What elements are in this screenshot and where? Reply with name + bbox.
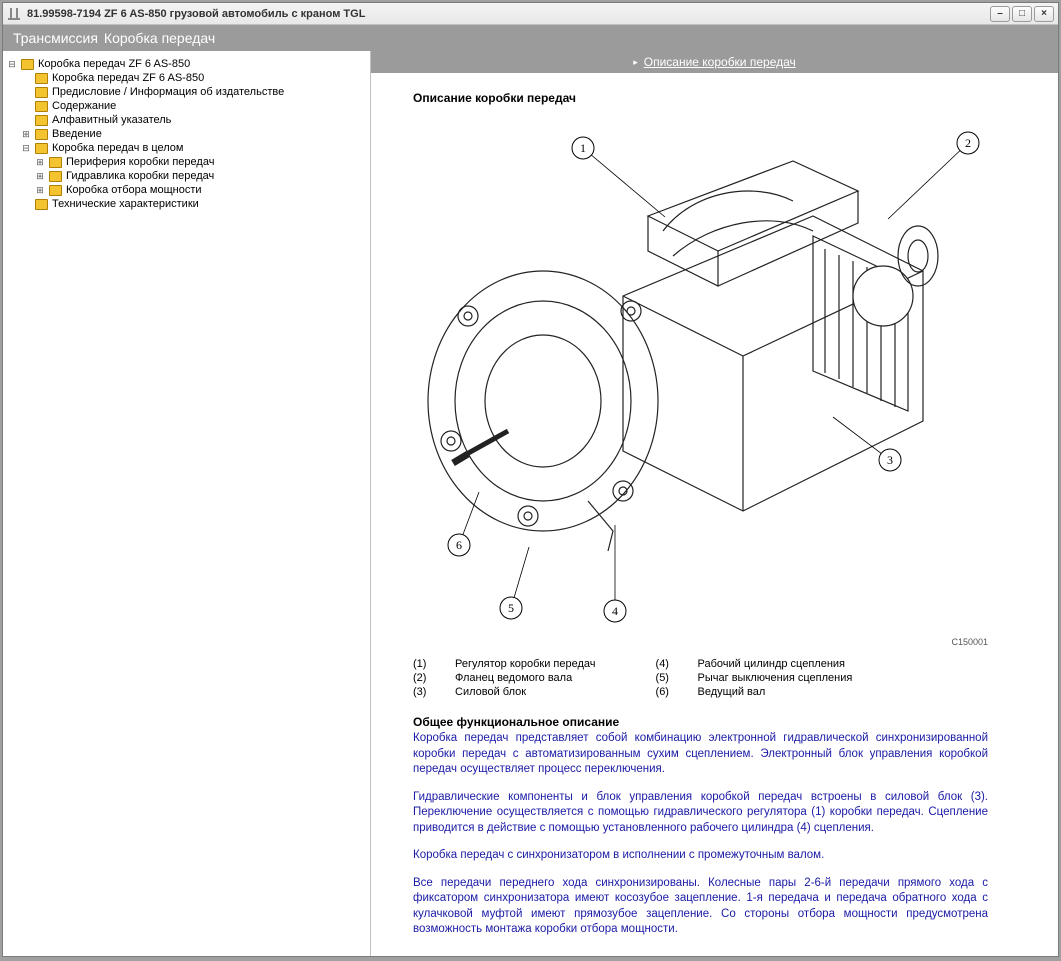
tree-item[interactable]: Содержание	[7, 99, 366, 113]
legend-num: (1)	[413, 658, 455, 670]
legend-row: (4)Рабочий цилиндр сцепления	[656, 657, 853, 671]
legend-text: Фланец ведомого вала	[455, 672, 572, 684]
bullet-icon: ▸	[633, 57, 638, 68]
content-area: ▸ Описание коробки передач Описание коро…	[371, 51, 1058, 956]
body: ⊟ Коробка передач ZF 6 AS-850 Коробка пере…	[3, 51, 1058, 956]
svg-text:5: 5	[508, 601, 514, 615]
tree-item-label: Коробка передач в целом	[52, 142, 184, 154]
legend-row: (2)Фланец ведомого вала	[413, 671, 596, 685]
image-code: C150001	[413, 637, 988, 647]
folder-icon	[35, 87, 48, 98]
breadcrumb-part[interactable]: Коробка передач	[104, 30, 215, 46]
svg-text:2: 2	[965, 136, 971, 150]
body-paragraph: Коробка передач с синхронизатором в испо…	[413, 848, 988, 864]
folder-icon	[49, 185, 62, 196]
legend-row: (5)Рычаг выключения сцепления	[656, 671, 853, 685]
tree-item[interactable]: Алфавитный указатель	[7, 113, 366, 127]
toggle-icon[interactable]: ⊞	[35, 171, 45, 182]
toggle-icon[interactable]: ⊞	[35, 157, 45, 168]
folder-icon	[49, 171, 62, 182]
body-paragraph: Гидравлические компоненты и блок управле…	[413, 790, 988, 837]
breadcrumb-part[interactable]: Трансмиссия	[13, 30, 98, 46]
tree-item-label: Алфавитный указатель	[52, 114, 171, 126]
folder-icon	[35, 129, 48, 140]
legend-num: (2)	[413, 672, 455, 684]
sub-heading: Общее функциональное описание	[413, 715, 1030, 729]
body-paragraph: Все передачи переднего хода синхронизиро…	[413, 876, 988, 938]
svg-text:6: 6	[456, 538, 462, 552]
tree-item-label: Гидравлика коробки передач	[66, 170, 214, 182]
content-scroll[interactable]: Описание коробки передач	[371, 73, 1058, 956]
tree-item[interactable]: Технические характеристики	[7, 197, 366, 211]
tree-item-label: Коробка отбора мощности	[66, 184, 202, 196]
tree-item[interactable]: ⊟ Коробка передач в целом	[7, 141, 366, 155]
legend-text: Рабочий цилиндр сцепления	[698, 658, 845, 670]
minimize-button[interactable]: –	[990, 6, 1010, 22]
app-icon	[7, 7, 21, 21]
folder-icon	[35, 115, 48, 126]
gearbox-diagram: 1 2 3 4 5 6	[413, 121, 988, 631]
tree-item[interactable]: ⊞ Периферия коробки передач	[7, 155, 366, 169]
folder-icon	[35, 101, 48, 112]
toggle-icon[interactable]: ⊞	[35, 185, 45, 196]
maximize-button[interactable]: □	[1012, 6, 1032, 22]
folder-icon	[35, 143, 48, 154]
legend-text: Ведущий вал	[698, 686, 766, 698]
legend-text: Силовой блок	[455, 686, 526, 698]
tree-item[interactable]: ⊞ Коробка отбора мощности	[7, 183, 366, 197]
legend-row: (1)Регулятор коробки передач	[413, 657, 596, 671]
folder-icon	[35, 199, 48, 210]
body-paragraph: Коробка передач представляет собой комби…	[413, 731, 988, 778]
toggle-icon[interactable]: ⊟	[7, 59, 17, 70]
toggle-icon[interactable]: ⊞	[21, 129, 31, 140]
tree-item[interactable]: Коробка передач ZF 6 AS-850	[7, 71, 366, 85]
tree-item[interactable]: ⊞ Введение	[7, 127, 366, 141]
svg-text:4: 4	[612, 604, 618, 618]
folder-icon	[49, 157, 62, 168]
tree-item-label: Содержание	[52, 100, 116, 112]
legend-row: (3)Силовой блок	[413, 685, 596, 699]
folder-icon	[21, 59, 34, 70]
main-window: 81.99598-7194 ZF 6 AS-850 грузовой автом…	[2, 2, 1059, 957]
breadcrumb: Трансмиссия Коробка передач	[3, 25, 1058, 51]
legend-text: Регулятор коробки передач	[455, 658, 596, 670]
svg-text:1: 1	[580, 141, 586, 155]
content-tab-bar: ▸ Описание коробки передач	[371, 51, 1058, 73]
tree-item[interactable]: Предисловие / Информация об издательстве	[7, 85, 366, 99]
page-title: Описание коробки передач	[413, 91, 1030, 105]
nav-tree: ⊟ Коробка передач ZF 6 AS-850 Коробка пере…	[3, 51, 371, 956]
tree-item-label: Коробка передач ZF 6 AS-850	[52, 72, 204, 84]
legend-row: (6)Ведущий вал	[656, 685, 853, 699]
legend-num: (3)	[413, 686, 455, 698]
close-button[interactable]: ×	[1034, 6, 1054, 22]
content-tab-link[interactable]: Описание коробки передач	[644, 55, 796, 69]
window-controls: – □ ×	[990, 6, 1054, 22]
legend-num: (5)	[656, 672, 698, 684]
tree-item-label: Введение	[52, 128, 102, 140]
window-title: 81.99598-7194 ZF 6 AS-850 грузовой автом…	[27, 8, 365, 20]
legend-num: (4)	[656, 658, 698, 670]
tree-item-label: Коробка передач ZF 6 AS-850	[38, 58, 190, 70]
toggle-icon[interactable]: ⊟	[21, 143, 31, 154]
tree-item[interactable]: ⊞ Гидравлика коробки передач	[7, 169, 366, 183]
tree-item[interactable]: ⊟ Коробка передач ZF 6 AS-850	[7, 57, 366, 71]
tree-item-label: Периферия коробки передач	[66, 156, 214, 168]
legend: (1)Регулятор коробки передач(2)Фланец ве…	[413, 657, 1030, 699]
folder-icon	[35, 73, 48, 84]
titlebar: 81.99598-7194 ZF 6 AS-850 грузовой автом…	[3, 3, 1058, 25]
legend-num: (6)	[656, 686, 698, 698]
svg-text:3: 3	[887, 453, 893, 467]
legend-text: Рычаг выключения сцепления	[698, 672, 853, 684]
tree-item-label: Технические характеристики	[52, 198, 199, 210]
tree-item-label: Предисловие / Информация об издательстве	[52, 86, 284, 98]
